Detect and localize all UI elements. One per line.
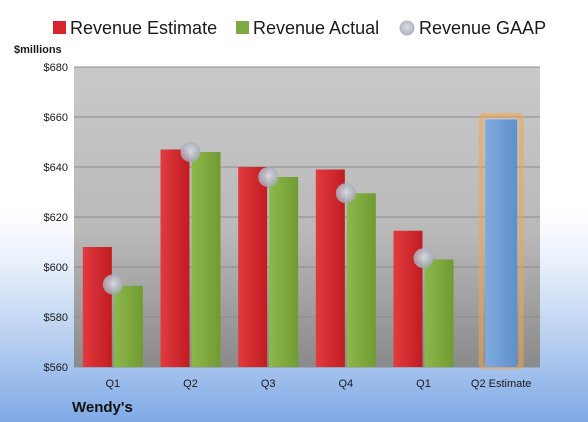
y-axis-ticks: $560 $580 $600 $620 $640 $660 $680 [44, 62, 68, 374]
x-tick-label: Q1 [105, 378, 120, 390]
x-tick-label: Q2 Estimate [471, 378, 532, 390]
y-tick-label: $680 [44, 62, 68, 74]
legend-label-revenue-gaap: Revenue GAAP [419, 18, 546, 38]
bar-revenue-actual [269, 177, 299, 367]
company-name: Wendy's [72, 399, 133, 416]
legend-marker-revenue-actual [236, 21, 249, 34]
gaap-marker [413, 248, 434, 269]
y-axis-unit-label: $millions [14, 44, 62, 56]
bar-q2-estimate [485, 119, 518, 367]
bar-revenue-actual [113, 285, 143, 367]
x-axis-ticks: Q1 Q2 Q3 Q4 Q1 Q2 Estimate [105, 378, 531, 390]
gridlines [74, 66, 540, 368]
x-tick-label: Q3 [261, 378, 276, 390]
y-tick-label: $660 [44, 112, 68, 124]
bar-revenue-actual [191, 152, 221, 367]
y-tick-label: $640 [44, 162, 68, 174]
bar-revenue-estimate [82, 247, 112, 367]
gaap-markers [102, 142, 434, 295]
y-tick-label: $580 [44, 312, 68, 324]
bar-revenue-estimate [238, 167, 268, 367]
legend-marker-revenue-estimate [53, 21, 66, 34]
gaap-marker [335, 183, 356, 204]
bars [82, 113, 524, 370]
legend: Revenue Estimate Revenue Actual Revenue … [53, 18, 546, 38]
bar-revenue-estimate [160, 149, 190, 367]
gaap-marker [180, 142, 201, 162]
gaap-marker [102, 274, 123, 295]
bar-revenue-estimate [315, 169, 345, 367]
x-tick-label: Q2 [183, 378, 198, 390]
legend-marker-revenue-gaap [399, 20, 415, 36]
y-tick-label: $560 [44, 362, 68, 374]
legend-label-revenue-estimate: Revenue Estimate [70, 18, 217, 38]
gaap-marker [258, 167, 279, 187]
bar-revenue-actual [346, 193, 376, 367]
x-tick-label: Q1 [416, 378, 431, 390]
y-tick-label: $620 [44, 212, 68, 224]
y-tick-label: $600 [44, 262, 68, 274]
legend-label-revenue-actual: Revenue Actual [253, 18, 379, 38]
bar-revenue-actual [424, 259, 454, 367]
x-tick-label: Q4 [338, 378, 353, 390]
